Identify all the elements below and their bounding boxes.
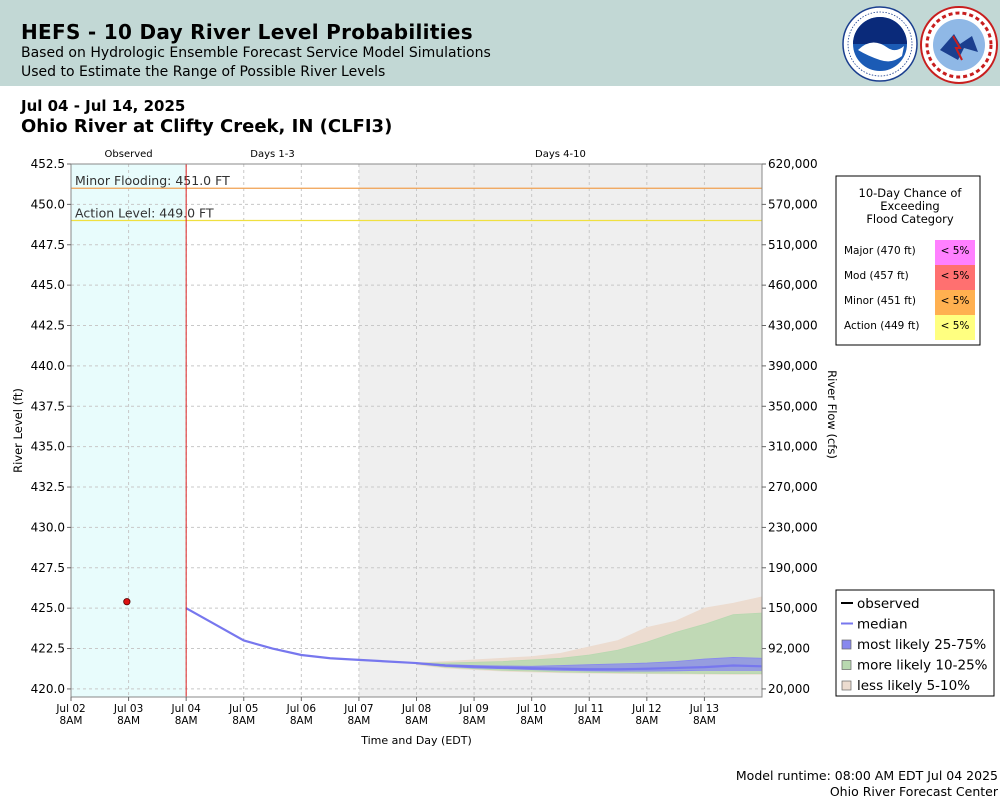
y-axis-label: River Level (ft)	[11, 388, 25, 473]
exceedance-row-label: Action (449 ft)	[844, 320, 919, 332]
model-runtime: Model runtime: 08:00 AM EDT Jul 04 2025	[735, 768, 998, 783]
y2-tick-label: 190,000	[768, 561, 818, 575]
y2-tick-label: 230,000	[768, 520, 818, 534]
y-tick-label: 422.5	[31, 642, 65, 656]
legend-swatch-box	[841, 639, 852, 650]
x-tick-day: Jul 02	[55, 703, 85, 715]
x-tick-time: 8AM	[635, 715, 658, 727]
y-tick-label: 425.0	[31, 601, 65, 615]
nws-logo[interactable]	[920, 6, 998, 84]
x-tick-time: 8AM	[347, 715, 370, 727]
legend-label: more likely 10-25%	[857, 658, 988, 674]
y-tick-label: 432.5	[31, 480, 65, 494]
legend-label: median	[857, 617, 908, 633]
legend-label: less likely 5-10%	[857, 678, 970, 694]
threshold-label-1: Action Level: 449.0 FT	[75, 206, 214, 221]
y-tick-label: 445.0	[31, 278, 65, 292]
y2-axis-label: River Flow (cfs)	[825, 370, 839, 459]
observed-point	[123, 598, 131, 606]
x-tick-time: 8AM	[60, 715, 83, 727]
y2-tick-label: 510,000	[768, 238, 818, 252]
x-tick-day: Jul 11	[574, 703, 604, 715]
x-tick-time: 8AM	[463, 715, 486, 727]
y-tick-label: 452.5	[31, 157, 65, 171]
exceedance-row-value: < 5%	[941, 320, 970, 332]
exceedance-row-value: < 5%	[941, 295, 970, 307]
x-tick-time: 8AM	[578, 715, 601, 727]
exceedance-row-label: Minor (451 ft)	[844, 295, 916, 307]
y-tick-label: 435.0	[31, 440, 65, 454]
x-tick-time: 8AM	[693, 715, 716, 727]
exceedance-swatch	[935, 290, 975, 315]
y2-tick-label: 390,000	[768, 359, 818, 373]
y-tick-label: 437.5	[31, 399, 65, 413]
exceedance-swatch	[935, 240, 975, 265]
x-tick-time: 8AM	[117, 715, 140, 727]
region-bg-1	[186, 164, 359, 697]
exceedance-title-line: Flood Category	[866, 212, 954, 226]
x-tick-time: 8AM	[405, 715, 428, 727]
header-banner: HEFS - 10 Day River Level Probabilities …	[0, 0, 1000, 86]
legend-box	[835, 589, 995, 697]
legend-swatch-box	[841, 680, 852, 691]
date-range: Jul 04 - Jul 14, 2025	[21, 97, 186, 115]
x-axis-label: Time and Day (EDT)	[360, 734, 472, 747]
exceedance-row-label: Major (470 ft)	[844, 245, 916, 257]
x-tick-day: Jul 06	[286, 703, 317, 715]
median-line	[185, 607, 763, 671]
threshold-label-0: Minor Flooding: 451.0 FT	[75, 173, 230, 188]
x-tick-day: Jul 07	[343, 703, 373, 715]
legend-swatch-box	[841, 660, 852, 670]
y-tick-label: 447.5	[31, 238, 65, 252]
exceedance-row-value: < 5%	[941, 270, 970, 282]
exceedance-title-line: 10-Day Chance of	[859, 186, 963, 200]
x-tick-time: 8AM	[520, 715, 543, 727]
x-tick-time: 8AM	[290, 715, 313, 727]
x-tick-day: Jul 09	[458, 703, 488, 715]
region-label-0: Observed	[105, 149, 153, 160]
y2-tick-label: 460,000	[768, 278, 818, 292]
x-tick-day: Jul 12	[631, 703, 661, 715]
y2-tick-label: 570,000	[768, 197, 818, 211]
y-tick-label: 430.0	[31, 520, 65, 534]
y2-tick-label: 310,000	[768, 440, 818, 454]
banner-subtitle-2: Used to Estimate the Range of Possible R…	[21, 64, 386, 80]
y-tick-label: 427.5	[31, 561, 65, 575]
banner-subtitle-1: Based on Hydrologic Ensemble Forecast Se…	[21, 45, 491, 61]
exceedance-row-value: < 5%	[941, 245, 970, 257]
y2-tick-label: 92,000	[768, 642, 810, 656]
x-tick-day: Jul 03	[113, 703, 143, 715]
exceedance-swatch	[935, 265, 975, 290]
x-tick-time: 8AM	[175, 715, 198, 727]
legend-label: observed	[857, 596, 920, 612]
y-tick-label: 420.0	[31, 682, 65, 696]
banner-title: HEFS - 10 Day River Level Probabilities	[21, 20, 473, 44]
exceedance-title-line: Exceeding	[880, 199, 939, 213]
legend-label: most likely 25-75%	[857, 637, 986, 653]
y2-tick-label: 270,000	[768, 480, 818, 494]
exceedance-row-label: Mod (457 ft)	[844, 270, 909, 282]
noaa-logo[interactable]	[842, 6, 918, 82]
x-tick-day: Jul 08	[401, 703, 431, 715]
location-title: Ohio River at Clifty Creek, IN (CLFI3)	[21, 116, 393, 137]
y-tick-label: 440.0	[31, 359, 65, 373]
x-tick-day: Jul 10	[516, 703, 546, 715]
region-label-2: Days 4-10	[535, 149, 586, 160]
region-label-1: Days 1-3	[250, 149, 294, 160]
y2-tick-label: 150,000	[768, 601, 818, 615]
exceedance-swatch	[935, 315, 975, 340]
x-tick-day: Jul 13	[689, 703, 719, 715]
x-tick-day: Jul 04	[170, 703, 201, 715]
y2-tick-label: 20,000	[768, 682, 810, 696]
y-tick-label: 450.0	[31, 197, 65, 211]
y2-tick-label: 620,000	[768, 157, 818, 171]
y-tick-label: 442.5	[31, 319, 65, 333]
forecast-center: Ohio River Forecast Center	[829, 784, 998, 799]
x-tick-time: 8AM	[232, 715, 255, 727]
y2-tick-label: 430,000	[768, 319, 818, 333]
y2-tick-label: 350,000	[768, 399, 818, 413]
x-tick-day: Jul 05	[228, 703, 258, 715]
